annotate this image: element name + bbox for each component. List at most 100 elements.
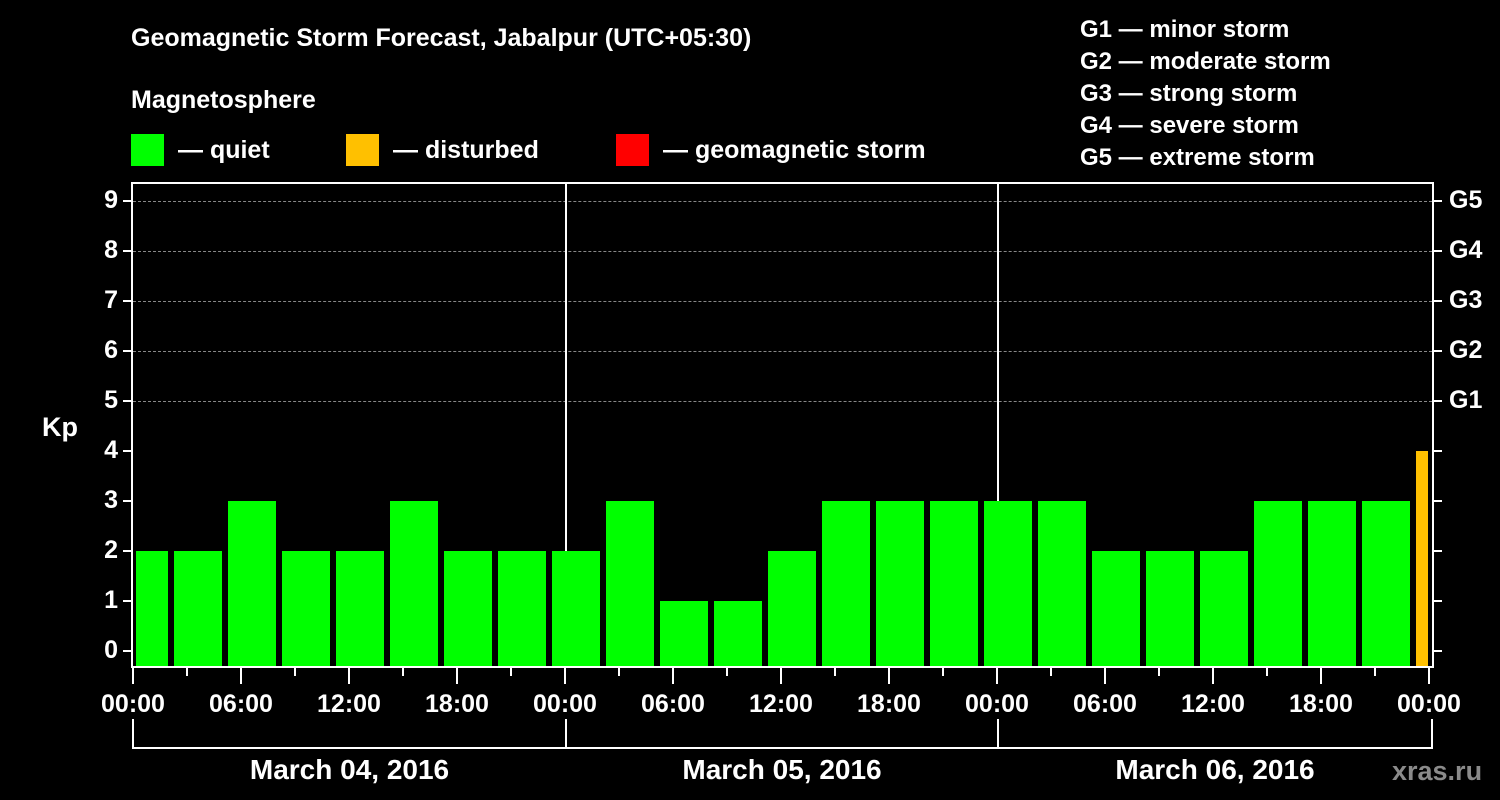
x-tick-major xyxy=(672,668,674,684)
g-scale-label: G5 xyxy=(1449,186,1483,214)
x-tick-minor xyxy=(834,668,836,676)
date-label: March 06, 2016 xyxy=(1115,754,1315,785)
legend-heading: Magnetosphere xyxy=(131,86,316,114)
g-scale-label: G4 xyxy=(1449,236,1483,264)
g-legend-item: G1 — minor storm xyxy=(1080,16,1290,43)
date-bracket xyxy=(565,719,999,749)
kp-bar-quiet xyxy=(1146,551,1194,668)
x-tick-minor xyxy=(510,668,512,676)
legend-label: — disturbed xyxy=(393,135,539,164)
legend-item-storm: — geomagnetic storm xyxy=(616,134,926,166)
kp-bar-disturbed xyxy=(1416,451,1428,668)
x-tick-label: 00:00 xyxy=(533,690,597,718)
gridline xyxy=(133,251,1432,252)
day-separator xyxy=(565,182,567,668)
y-tick-label: 3 xyxy=(104,486,118,514)
date-label: March 05, 2016 xyxy=(682,754,882,785)
disturbed-swatch-icon xyxy=(346,134,379,166)
date-label: March 04, 2016 xyxy=(249,754,450,785)
kp-bar-quiet xyxy=(876,501,924,668)
g-scale-legend: G1 — minor storm G2 — moderate storm G3 … xyxy=(1080,14,1331,174)
kp-bar-quiet xyxy=(1308,501,1356,668)
g-legend-item: G2 — moderate storm xyxy=(1080,48,1331,75)
quiet-swatch-icon xyxy=(131,134,164,166)
kp-bar-quiet xyxy=(822,501,870,668)
x-tick-major xyxy=(348,668,350,684)
kp-bar-quiet xyxy=(336,551,384,668)
y-tick-right xyxy=(1434,450,1442,452)
y-tick-right xyxy=(1434,300,1442,302)
kp-bar-quiet xyxy=(1254,501,1302,668)
y-tick-label: 2 xyxy=(104,536,118,564)
y-tick-right xyxy=(1434,550,1442,552)
y-tick-right xyxy=(1434,350,1442,352)
y-tick-label: 9 xyxy=(104,186,118,214)
kp-bar-quiet xyxy=(660,601,708,668)
kp-bar-quiet xyxy=(606,501,654,668)
x-tick-minor xyxy=(402,668,404,676)
y-tick xyxy=(123,500,131,502)
kp-bar-quiet xyxy=(390,501,438,668)
x-tick-label: 00:00 xyxy=(965,690,1029,718)
legend-item-disturbed: — disturbed xyxy=(346,134,539,166)
x-tick-minor xyxy=(1374,668,1376,676)
x-tick-label: 00:00 xyxy=(1397,690,1461,718)
y-tick-label: 5 xyxy=(104,386,118,414)
x-tick-minor xyxy=(618,668,620,676)
x-tick-label: 12:00 xyxy=(749,690,813,718)
g-legend-item: G3 — strong storm xyxy=(1080,80,1298,107)
kp-bar-quiet xyxy=(930,501,978,668)
legend-label: — geomagnetic storm xyxy=(663,135,926,164)
date-bracket xyxy=(997,719,1433,749)
x-tick-minor xyxy=(1158,668,1160,676)
g-legend-item: G5 — extreme storm xyxy=(1080,144,1315,171)
kp-bar-quiet xyxy=(498,551,546,668)
x-tick-label: 18:00 xyxy=(1289,690,1353,718)
y-tick-right xyxy=(1434,200,1442,202)
x-tick-label: 06:00 xyxy=(641,690,705,718)
y-tick-label: 1 xyxy=(104,586,118,614)
kp-bar-quiet xyxy=(228,501,276,668)
y-axis-label: Kp xyxy=(42,412,78,442)
y-tick-right xyxy=(1434,400,1442,402)
kp-bar-quiet xyxy=(1038,501,1086,668)
kp-bar-quiet xyxy=(282,551,330,668)
kp-bar-quiet xyxy=(1362,501,1410,668)
x-tick-major xyxy=(780,668,782,684)
y-tick-label: 7 xyxy=(104,286,118,314)
x-tick-minor xyxy=(1050,668,1052,676)
kp-bar-quiet xyxy=(768,551,816,668)
storm-swatch-icon xyxy=(616,134,649,166)
x-tick-label: 06:00 xyxy=(209,690,273,718)
y-tick xyxy=(123,450,131,452)
gridline xyxy=(133,301,1432,302)
y-tick-label: 8 xyxy=(104,236,118,264)
date-bracket xyxy=(132,719,567,749)
x-tick-major xyxy=(240,668,242,684)
y-tick-right xyxy=(1434,650,1442,652)
x-tick-major xyxy=(456,668,458,684)
y-tick xyxy=(123,550,131,552)
y-tick xyxy=(123,300,131,302)
x-tick-major xyxy=(888,668,890,684)
y-tick xyxy=(123,200,131,202)
x-tick-minor xyxy=(942,668,944,676)
x-tick-major xyxy=(564,668,566,684)
y-tick xyxy=(123,600,131,602)
g-scale-label: G2 xyxy=(1449,336,1483,364)
day-separator xyxy=(997,182,999,668)
x-tick-minor xyxy=(294,668,296,676)
legend-item-quiet: — quiet xyxy=(131,134,270,166)
gridline xyxy=(133,351,1432,352)
x-tick-minor xyxy=(1266,668,1268,676)
x-tick-label: 18:00 xyxy=(425,690,489,718)
g-scale-label: G1 xyxy=(1449,386,1483,414)
kp-bar-quiet xyxy=(984,501,1032,668)
x-tick-label: 18:00 xyxy=(857,690,921,718)
x-tick-label: 00:00 xyxy=(101,690,165,718)
x-tick-minor xyxy=(186,668,188,676)
y-tick-right xyxy=(1434,600,1442,602)
y-tick-right xyxy=(1434,500,1442,502)
y-tick-label: 4 xyxy=(104,436,118,464)
y-tick xyxy=(123,400,131,402)
